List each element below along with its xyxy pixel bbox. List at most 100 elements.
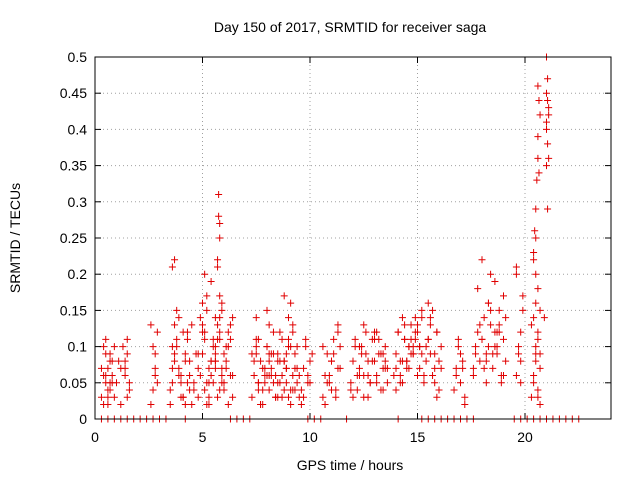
data-point xyxy=(364,357,372,365)
data-point xyxy=(287,401,295,409)
data-point xyxy=(179,328,187,336)
data-point xyxy=(106,350,114,358)
data-point xyxy=(201,386,209,394)
data-point xyxy=(531,227,539,235)
data-point xyxy=(426,314,434,322)
data-point xyxy=(300,393,308,401)
data-point xyxy=(123,393,131,401)
data-point xyxy=(476,321,484,329)
data-point xyxy=(153,379,161,387)
data-point xyxy=(261,379,269,387)
data-point xyxy=(459,364,467,372)
data-point xyxy=(517,379,525,387)
data-point xyxy=(355,372,363,380)
axis-ticks: 0 0.05 0.1 0.15 0.2 0.25 0.3 0.35 0.4 0.45 0.5 0 5 10… xyxy=(60,49,611,445)
data-point xyxy=(168,379,176,387)
data-point xyxy=(300,364,308,372)
data-point xyxy=(482,350,490,358)
data-point xyxy=(171,321,179,329)
data-point xyxy=(381,357,389,365)
data-point xyxy=(373,379,381,387)
data-point xyxy=(396,372,404,380)
x-tick-label: 20 xyxy=(517,429,533,445)
data-point xyxy=(278,372,286,380)
data-point xyxy=(328,386,335,394)
data-point xyxy=(435,386,443,394)
data-point xyxy=(108,372,116,380)
data-point xyxy=(168,343,176,351)
data-point xyxy=(407,321,415,329)
data-point xyxy=(424,335,432,343)
data-point xyxy=(121,357,129,365)
data-point xyxy=(497,379,505,387)
data-point xyxy=(297,386,305,394)
data-point xyxy=(543,118,550,126)
data-point xyxy=(482,379,490,387)
data-point xyxy=(543,89,550,97)
data-point xyxy=(226,335,234,343)
y-tick-label: 0 xyxy=(79,411,87,427)
data-point xyxy=(474,328,482,336)
data-point xyxy=(201,335,209,343)
data-point xyxy=(183,335,191,343)
data-point xyxy=(461,401,469,409)
data-point xyxy=(211,314,219,322)
data-point xyxy=(536,364,544,372)
data-point xyxy=(224,328,232,336)
data-point xyxy=(360,393,368,401)
data-point xyxy=(215,191,223,199)
data-point xyxy=(211,343,219,351)
data-point xyxy=(183,379,191,387)
data-point xyxy=(302,335,310,343)
data-point xyxy=(173,306,181,314)
data-point xyxy=(302,343,310,351)
data-point xyxy=(450,386,458,394)
data-point xyxy=(545,111,553,119)
data-point xyxy=(418,350,426,358)
data-point xyxy=(532,270,540,278)
data-point xyxy=(373,328,381,336)
data-point xyxy=(512,263,520,271)
data-point xyxy=(457,350,464,358)
data-point xyxy=(199,321,206,329)
data-point xyxy=(216,292,224,300)
data-point xyxy=(396,357,404,365)
data-point xyxy=(534,133,542,141)
data-point xyxy=(431,379,439,387)
data-point xyxy=(405,343,413,351)
data-point xyxy=(216,234,224,242)
data-point xyxy=(229,314,237,322)
data-point xyxy=(414,372,421,380)
data-point xyxy=(330,335,338,343)
data-point xyxy=(491,277,499,285)
data-point xyxy=(289,372,297,380)
data-point xyxy=(489,350,497,358)
data-point xyxy=(371,335,378,343)
data-point xyxy=(530,256,538,264)
data-point xyxy=(308,350,316,358)
data-point xyxy=(224,401,232,409)
data-point xyxy=(349,357,357,365)
data-point xyxy=(147,321,155,329)
data-point xyxy=(218,306,226,314)
data-point xyxy=(437,343,445,351)
data-point xyxy=(265,350,273,358)
data-point xyxy=(259,364,267,372)
data-point xyxy=(285,314,292,322)
data-point xyxy=(349,393,357,401)
data-point xyxy=(323,379,331,387)
data-point xyxy=(392,350,400,358)
data-point xyxy=(265,372,273,380)
data-point xyxy=(177,379,185,387)
data-points xyxy=(97,53,583,423)
data-point xyxy=(214,263,222,271)
data-point xyxy=(540,314,548,322)
data-point xyxy=(530,379,538,387)
data-point xyxy=(530,248,538,256)
data-point xyxy=(151,364,159,372)
data-point xyxy=(278,335,286,343)
data-point xyxy=(530,314,538,322)
data-point xyxy=(452,364,460,372)
data-point xyxy=(211,364,219,372)
